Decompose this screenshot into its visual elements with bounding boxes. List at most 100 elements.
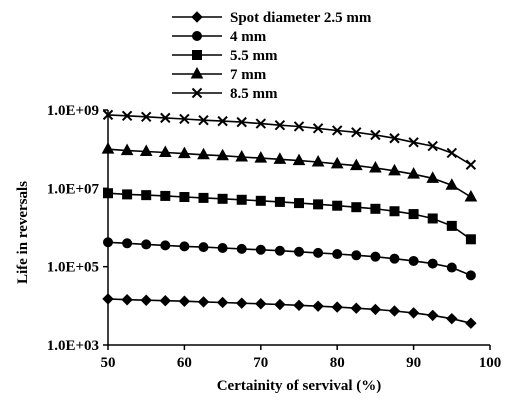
data-point-square <box>294 198 304 209</box>
data-point-square <box>179 192 190 203</box>
data-point-x <box>274 119 286 131</box>
data-point-diamond <box>388 305 401 317</box>
legend-label: 5.5 mm <box>230 48 278 64</box>
series-triangle <box>101 142 478 202</box>
data-point-diamond <box>255 298 267 310</box>
data-point-triangle <box>311 154 325 167</box>
data-point-x <box>179 113 190 125</box>
series-line <box>107 114 472 166</box>
data-point-diamond <box>312 300 324 312</box>
data-point-triangle <box>197 147 210 160</box>
data-point-x <box>121 110 133 122</box>
data-point-triangle <box>101 142 115 154</box>
data-point-diamond <box>426 309 439 322</box>
data-point-square <box>446 220 457 231</box>
data-point-x <box>331 125 343 136</box>
data-point-x <box>236 116 247 128</box>
data-point-square <box>255 195 266 206</box>
legend: Spot diameter 2.5 mm 4 mm 5.5 mm 7 mm 8.5 mm <box>172 10 372 102</box>
data-point-triangle <box>369 160 382 173</box>
data-point-diamond <box>197 296 210 308</box>
data-point-triangle <box>292 153 306 166</box>
data-point-square <box>370 203 381 214</box>
series-diamond <box>102 293 477 329</box>
data-point-triangle <box>139 144 153 157</box>
x-tick-label: 100 <box>479 355 502 371</box>
data-point-circle <box>236 243 247 254</box>
data-point-x <box>293 121 305 132</box>
data-point-diamond <box>159 295 172 307</box>
data-point-x <box>408 137 419 148</box>
data-point-diamond <box>121 294 133 306</box>
data-point-circle <box>179 241 190 252</box>
y-axis-ticks: 1.0E+03 1.0E+05 1.0E+07 1.0E+09 <box>47 103 108 354</box>
data-point-diamond <box>446 312 458 325</box>
data-point-triangle <box>407 167 420 179</box>
data-point-circle <box>122 238 133 249</box>
legend-entry: 5.5 mm <box>172 48 278 64</box>
data-point-x <box>370 129 381 141</box>
data-point-square <box>217 193 228 204</box>
data-point-triangle <box>330 156 344 169</box>
data-point-square <box>351 202 362 213</box>
data-point-x <box>427 140 438 152</box>
data-point-x <box>446 147 458 159</box>
data-point-x <box>255 118 267 129</box>
data-point-circle <box>313 247 324 258</box>
data-point-x <box>102 109 114 121</box>
data-point-diamond <box>140 294 152 306</box>
x-tick-label: 50 <box>101 355 116 371</box>
data-point-square <box>103 188 113 199</box>
data-point-triangle <box>235 149 249 162</box>
data-point-square <box>122 189 133 200</box>
data-point-triangle <box>349 158 363 171</box>
data-point-triangle <box>388 163 401 176</box>
legend-entry: 4 mm <box>172 29 267 45</box>
data-point-square <box>274 196 285 207</box>
legend-entry: 8.5 mm <box>172 86 278 102</box>
legend-label: 8.5 mm <box>230 86 278 102</box>
x-axis-ticks: 50 60 70 80 90 100 <box>101 345 502 371</box>
data-point-square <box>313 199 324 210</box>
data-point-diamond <box>274 298 286 311</box>
data-point-square <box>427 213 438 224</box>
y-tick-label: 1.0E+05 <box>47 260 99 276</box>
data-point-diamond <box>235 297 248 309</box>
data-point-diamond <box>331 301 343 313</box>
data-point-triangle <box>158 145 172 158</box>
legend-label: Spot diameter 2.5 mm <box>230 10 372 26</box>
data-point-x <box>465 159 477 170</box>
legend-marker-diamond <box>191 11 203 23</box>
series-x <box>102 109 477 170</box>
data-point-diamond <box>350 302 363 314</box>
data-point-triangle <box>254 151 268 163</box>
series-group <box>101 109 478 329</box>
legend-marker-x <box>191 87 203 99</box>
data-point-square <box>236 194 247 205</box>
data-point-triangle <box>273 152 287 164</box>
data-point-triangle <box>445 178 459 190</box>
plot-area: 1.0E+03 1.0E+05 1.0E+07 1.0E+09 50 60 70 80 90 1… <box>47 103 502 371</box>
data-point-circle <box>141 239 152 250</box>
y-tick-label: 1.0E+03 <box>47 338 99 354</box>
x-axis-title: Certainity of servival (%) <box>217 378 382 394</box>
legend-label: 7 mm <box>230 67 267 83</box>
data-point-circle <box>160 240 171 251</box>
series-circle <box>103 237 476 281</box>
data-point-diamond <box>102 293 114 305</box>
legend-marker-circle <box>192 31 202 41</box>
data-point-circle <box>255 244 266 255</box>
data-point-x <box>312 123 324 134</box>
data-point-x <box>198 114 209 126</box>
data-point-x <box>160 112 171 124</box>
legend-entry: Spot diameter 2.5 mm <box>172 10 372 26</box>
data-point-square <box>332 200 343 211</box>
legend-marker-square <box>192 50 202 60</box>
data-point-square <box>389 206 400 217</box>
x-tick-label: 80 <box>330 355 345 371</box>
data-point-square <box>465 234 476 245</box>
legend-marker-triangle <box>190 66 204 79</box>
data-point-diamond <box>178 295 191 307</box>
